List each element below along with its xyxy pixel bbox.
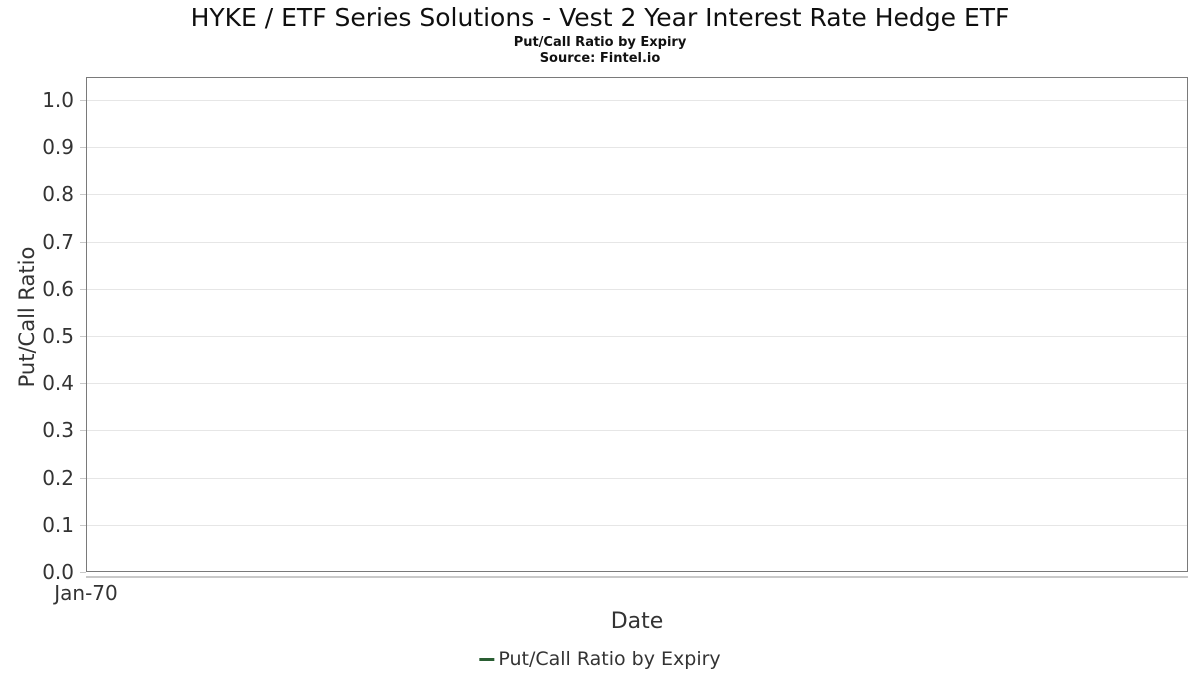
legend: Put/Call Ratio by Expiry	[479, 648, 721, 670]
y-tick-mark	[80, 383, 86, 384]
y-tick-mark	[80, 289, 86, 290]
y-tick-mark	[80, 478, 86, 479]
y-tick-label: 0.2	[42, 466, 74, 490]
plot-area	[86, 77, 1188, 572]
chart-subtitle: Put/Call Ratio by Expiry	[513, 35, 687, 50]
y-tick-mark	[80, 100, 86, 101]
y-tick-label: 0.9	[42, 135, 74, 159]
y-tick-label: 0.5	[42, 324, 74, 348]
y-tick-label: 0.8	[42, 182, 74, 206]
h-gridline	[87, 289, 1187, 290]
h-gridline	[87, 100, 1187, 101]
h-gridline	[87, 194, 1187, 195]
y-tick-mark	[80, 242, 86, 243]
legend-label: Put/Call Ratio by Expiry	[498, 648, 721, 670]
h-gridline	[87, 383, 1187, 384]
h-gridline	[87, 147, 1187, 148]
x-tick-label: Jan-70	[54, 581, 118, 605]
legend-line-swatch	[479, 657, 495, 661]
h-gridline	[87, 336, 1187, 337]
y-axis-title: Put/Call Ratio	[15, 246, 39, 388]
y-tick-label: 0.6	[42, 277, 74, 301]
y-tick-label: 0.1	[42, 513, 74, 537]
y-tick-mark	[80, 336, 86, 337]
y-tick-mark	[80, 525, 86, 526]
h-gridline	[87, 242, 1187, 243]
y-tick-mark	[80, 194, 86, 195]
y-tick-mark	[80, 147, 86, 148]
y-tick-label: 0.0	[42, 560, 74, 584]
y-tick-mark	[80, 572, 86, 573]
y-tick-label: 0.4	[42, 371, 74, 395]
x-axis-line	[86, 576, 1188, 578]
h-gridline	[87, 478, 1187, 479]
y-tick-label: 1.0	[42, 88, 74, 112]
x-axis-title: Date	[610, 609, 664, 634]
chart-source: Source: Fintel.io	[539, 51, 661, 66]
y-tick-label: 0.3	[42, 418, 74, 442]
y-tick-mark	[80, 430, 86, 431]
h-gridline	[87, 525, 1187, 526]
chart-title: HYKE / ETF Series Solutions - Vest 2 Yea…	[190, 3, 1010, 32]
y-tick-label: 0.7	[42, 230, 74, 254]
h-gridline	[87, 430, 1187, 431]
